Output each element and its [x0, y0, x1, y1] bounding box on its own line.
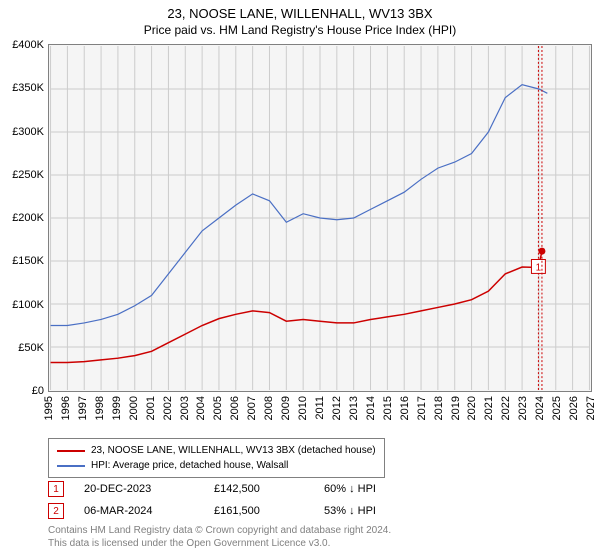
x-tick-label: 2018: [433, 396, 445, 420]
x-tick-label: 1999: [111, 396, 123, 420]
x-tick-label: 1998: [94, 396, 106, 420]
marker-badge-2: 2: [48, 503, 64, 519]
marker-price-1: £142,500: [214, 483, 324, 495]
y-tick-label: £350K: [0, 82, 44, 94]
legend-label-2: HPI: Average price, detached house, Wals…: [91, 458, 288, 473]
x-tick-label: 1995: [43, 396, 55, 420]
x-tick-label: 2016: [399, 396, 411, 420]
svg-text:1: 1: [536, 262, 542, 273]
marker-date-1: 20-DEC-2023: [84, 483, 214, 495]
y-tick-label: £400K: [0, 39, 44, 51]
x-tick-label: 2024: [534, 396, 546, 420]
x-tick-label: 2017: [416, 396, 428, 420]
y-tick-label: £150K: [0, 255, 44, 267]
marker-row-2: 2 06-MAR-2024 £161,500 53% ↓ HPI: [48, 500, 444, 522]
y-tick-label: £0: [0, 385, 44, 397]
chart-container: 23, NOOSE LANE, WILLENHALL, WV13 3BX Pri…: [0, 0, 600, 560]
legend: 23, NOOSE LANE, WILLENHALL, WV13 3BX (de…: [48, 438, 385, 478]
x-tick-label: 2005: [212, 396, 224, 420]
x-tick-label: 2021: [483, 396, 495, 420]
x-tick-label: 2020: [466, 396, 478, 420]
marker-table: 1 20-DEC-2023 £142,500 60% ↓ HPI 2 06-MA…: [48, 478, 444, 522]
x-tick-label: 2008: [263, 396, 275, 420]
x-tick-label: 2019: [450, 396, 462, 420]
x-tick-label: 2015: [382, 396, 394, 420]
y-tick-label: £300K: [0, 126, 44, 138]
x-tick-label: 2022: [500, 396, 512, 420]
plot-area: 12: [48, 44, 592, 392]
x-tick-label: 2007: [246, 396, 258, 420]
marker-pct-1: 60% ↓ HPI: [324, 483, 444, 495]
x-tick-label: 2003: [179, 396, 191, 420]
legend-row-1: 23, NOOSE LANE, WILLENHALL, WV13 3BX (de…: [57, 443, 376, 458]
x-tick-label: 1996: [60, 396, 72, 420]
y-tick-label: £50K: [0, 342, 44, 354]
x-tick-label: 2014: [365, 396, 377, 420]
legend-line-1: [57, 450, 85, 452]
footer: Contains HM Land Registry data © Crown c…: [48, 524, 391, 550]
footer-line-1: Contains HM Land Registry data © Crown c…: [48, 524, 391, 537]
footer-line-2: This data is licensed under the Open Gov…: [48, 537, 391, 550]
x-tick-label: 2002: [162, 396, 174, 420]
x-tick-label: 2013: [348, 396, 360, 420]
x-tick-label: 2011: [314, 396, 326, 420]
marker-pct-2: 53% ↓ HPI: [324, 505, 444, 517]
x-tick-label: 2027: [585, 396, 597, 420]
x-tick-label: 2009: [280, 396, 292, 420]
marker-row-1: 1 20-DEC-2023 £142,500 60% ↓ HPI: [48, 478, 444, 500]
y-tick-label: £100K: [0, 299, 44, 311]
chart-subtitle: Price paid vs. HM Land Registry's House …: [0, 21, 600, 41]
x-tick-label: 2025: [551, 396, 563, 420]
marker-date-2: 06-MAR-2024: [84, 505, 214, 517]
plot-svg: 12: [49, 45, 591, 391]
x-tick-label: 2023: [517, 396, 529, 420]
x-tick-label: 2010: [297, 396, 309, 420]
y-tick-label: £250K: [0, 169, 44, 181]
chart-title: 23, NOOSE LANE, WILLENHALL, WV13 3BX: [0, 0, 600, 21]
x-tick-label: 2006: [229, 396, 241, 420]
marker-price-2: £161,500: [214, 505, 324, 517]
y-tick-label: £200K: [0, 212, 44, 224]
x-tick-label: 2012: [331, 396, 343, 420]
legend-label-1: 23, NOOSE LANE, WILLENHALL, WV13 3BX (de…: [91, 443, 376, 458]
marker-badge-1: 1: [48, 481, 64, 497]
x-tick-label: 1997: [77, 396, 89, 420]
legend-line-2: [57, 465, 85, 467]
x-tick-label: 2001: [145, 396, 157, 420]
x-tick-label: 2000: [128, 396, 140, 420]
x-tick-label: 2026: [568, 396, 580, 420]
x-tick-label: 2004: [195, 396, 207, 420]
legend-row-2: HPI: Average price, detached house, Wals…: [57, 458, 376, 473]
